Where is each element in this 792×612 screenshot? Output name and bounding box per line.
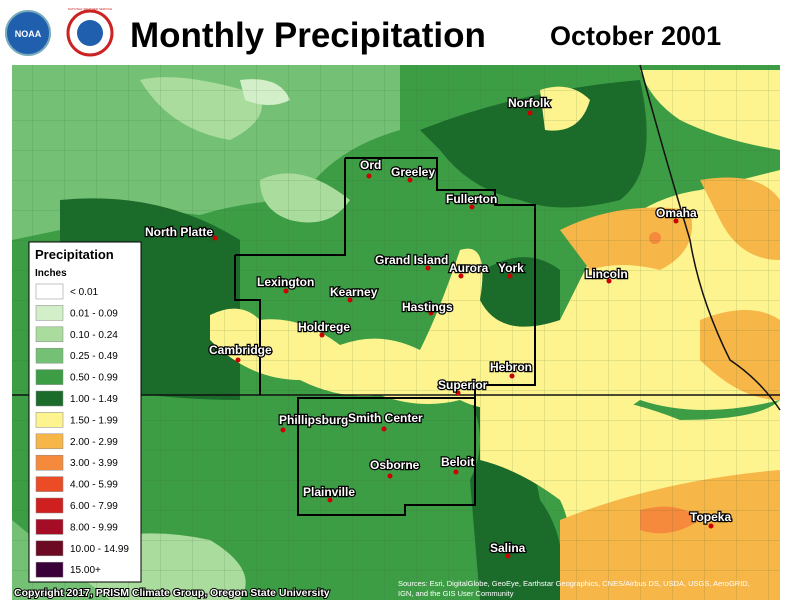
legend-swatch: [35, 433, 64, 450]
legend-swatch: [35, 283, 64, 300]
legend-label: 10.00 - 14.99: [70, 544, 129, 555]
legend-label: 6.00 - 7.99: [70, 501, 118, 512]
legend-label: 2.00 - 2.99: [70, 437, 118, 448]
copyright: Copyright 2017, PRISM Climate Group, Ore…: [14, 587, 330, 599]
city-label: Ord: [360, 158, 381, 172]
legend-swatch: [35, 412, 64, 428]
noaa-logo: [5, 10, 51, 56]
city-label: Norfolk: [508, 96, 550, 110]
date: October 2001: [550, 21, 721, 51]
title: Monthly Precipitation: [130, 16, 486, 55]
city-label: Lexington: [257, 275, 314, 289]
city-label: Smith Center: [348, 411, 423, 425]
legend-swatch: [35, 390, 64, 407]
legend-swatch: [35, 305, 64, 321]
legend-label: 3.00 - 3.99: [70, 458, 118, 469]
legend-label: 15.00+: [70, 565, 101, 576]
legend-label: 0.01 - 0.09: [70, 308, 118, 319]
city-label: Phillipsburg: [279, 413, 348, 427]
legend-swatch: [35, 369, 64, 385]
city-label: Hebron: [490, 360, 532, 374]
city-label: Kearney: [330, 285, 378, 299]
city-label: North Platte: [145, 225, 213, 239]
city-label: Plainville: [303, 485, 355, 499]
legend-swatch: [35, 561, 64, 578]
legend-label: 1.50 - 1.99: [70, 415, 118, 426]
legend-label: 1.00 - 1.49: [70, 394, 118, 405]
nws-logo-center: [77, 20, 103, 46]
legend-swatch: [35, 454, 64, 471]
noaa-logo-text: NOAA: [15, 29, 42, 39]
city-label: Holdrege: [298, 320, 350, 334]
city-label: Lincoln: [585, 267, 628, 281]
legend-label: 0.10 - 0.24: [70, 330, 118, 341]
legend-swatch: [35, 326, 64, 343]
city-label: Hastings: [402, 300, 453, 314]
source-attribution: IGN, and the GIS User Community: [398, 589, 514, 598]
source-attribution: Sources: Esri, DigitalGlobe, GeoEye, Ear…: [398, 579, 750, 588]
city-label: Superior: [438, 378, 488, 392]
legend-label: < 0.01: [70, 287, 99, 298]
legend-swatch: [35, 519, 64, 535]
city-labels: Norfolk Ord Greeley Fullerton North Plat…: [144, 95, 733, 557]
legend-units: Inches: [35, 268, 67, 279]
city-label: Salina: [490, 541, 526, 555]
city-label: Omaha: [656, 206, 697, 220]
city-label: Grand Island: [375, 253, 448, 267]
city-label: York: [498, 261, 524, 275]
city-label: Fullerton: [446, 192, 497, 206]
legend-swatch: [35, 347, 64, 364]
legend-swatch: [35, 476, 64, 492]
city-label: Osborne: [370, 458, 420, 472]
nws-logo-text: NATIONAL WEATHER SERVICE: [68, 7, 112, 11]
legend-title: Precipitation: [35, 247, 114, 262]
legend: Precipitation Inches < 0.01 0.01 - 0.09 0.…: [28, 241, 142, 583]
cities: [212, 110, 714, 559]
city-label: Greeley: [391, 165, 435, 179]
legend-label: 8.00 - 9.99: [70, 522, 118, 533]
city-label: Topeka: [690, 510, 731, 524]
legend-swatch: [35, 540, 64, 557]
city-label: Aurora: [449, 261, 489, 275]
legend-label: 0.25 - 0.49: [70, 351, 118, 362]
city-label: Beloit: [441, 455, 474, 469]
legend-label: 4.00 - 5.99: [70, 480, 118, 491]
city-label: Cambridge: [209, 343, 272, 357]
legend-label: 0.50 - 0.99: [70, 373, 118, 384]
legend-swatch: [35, 497, 64, 514]
